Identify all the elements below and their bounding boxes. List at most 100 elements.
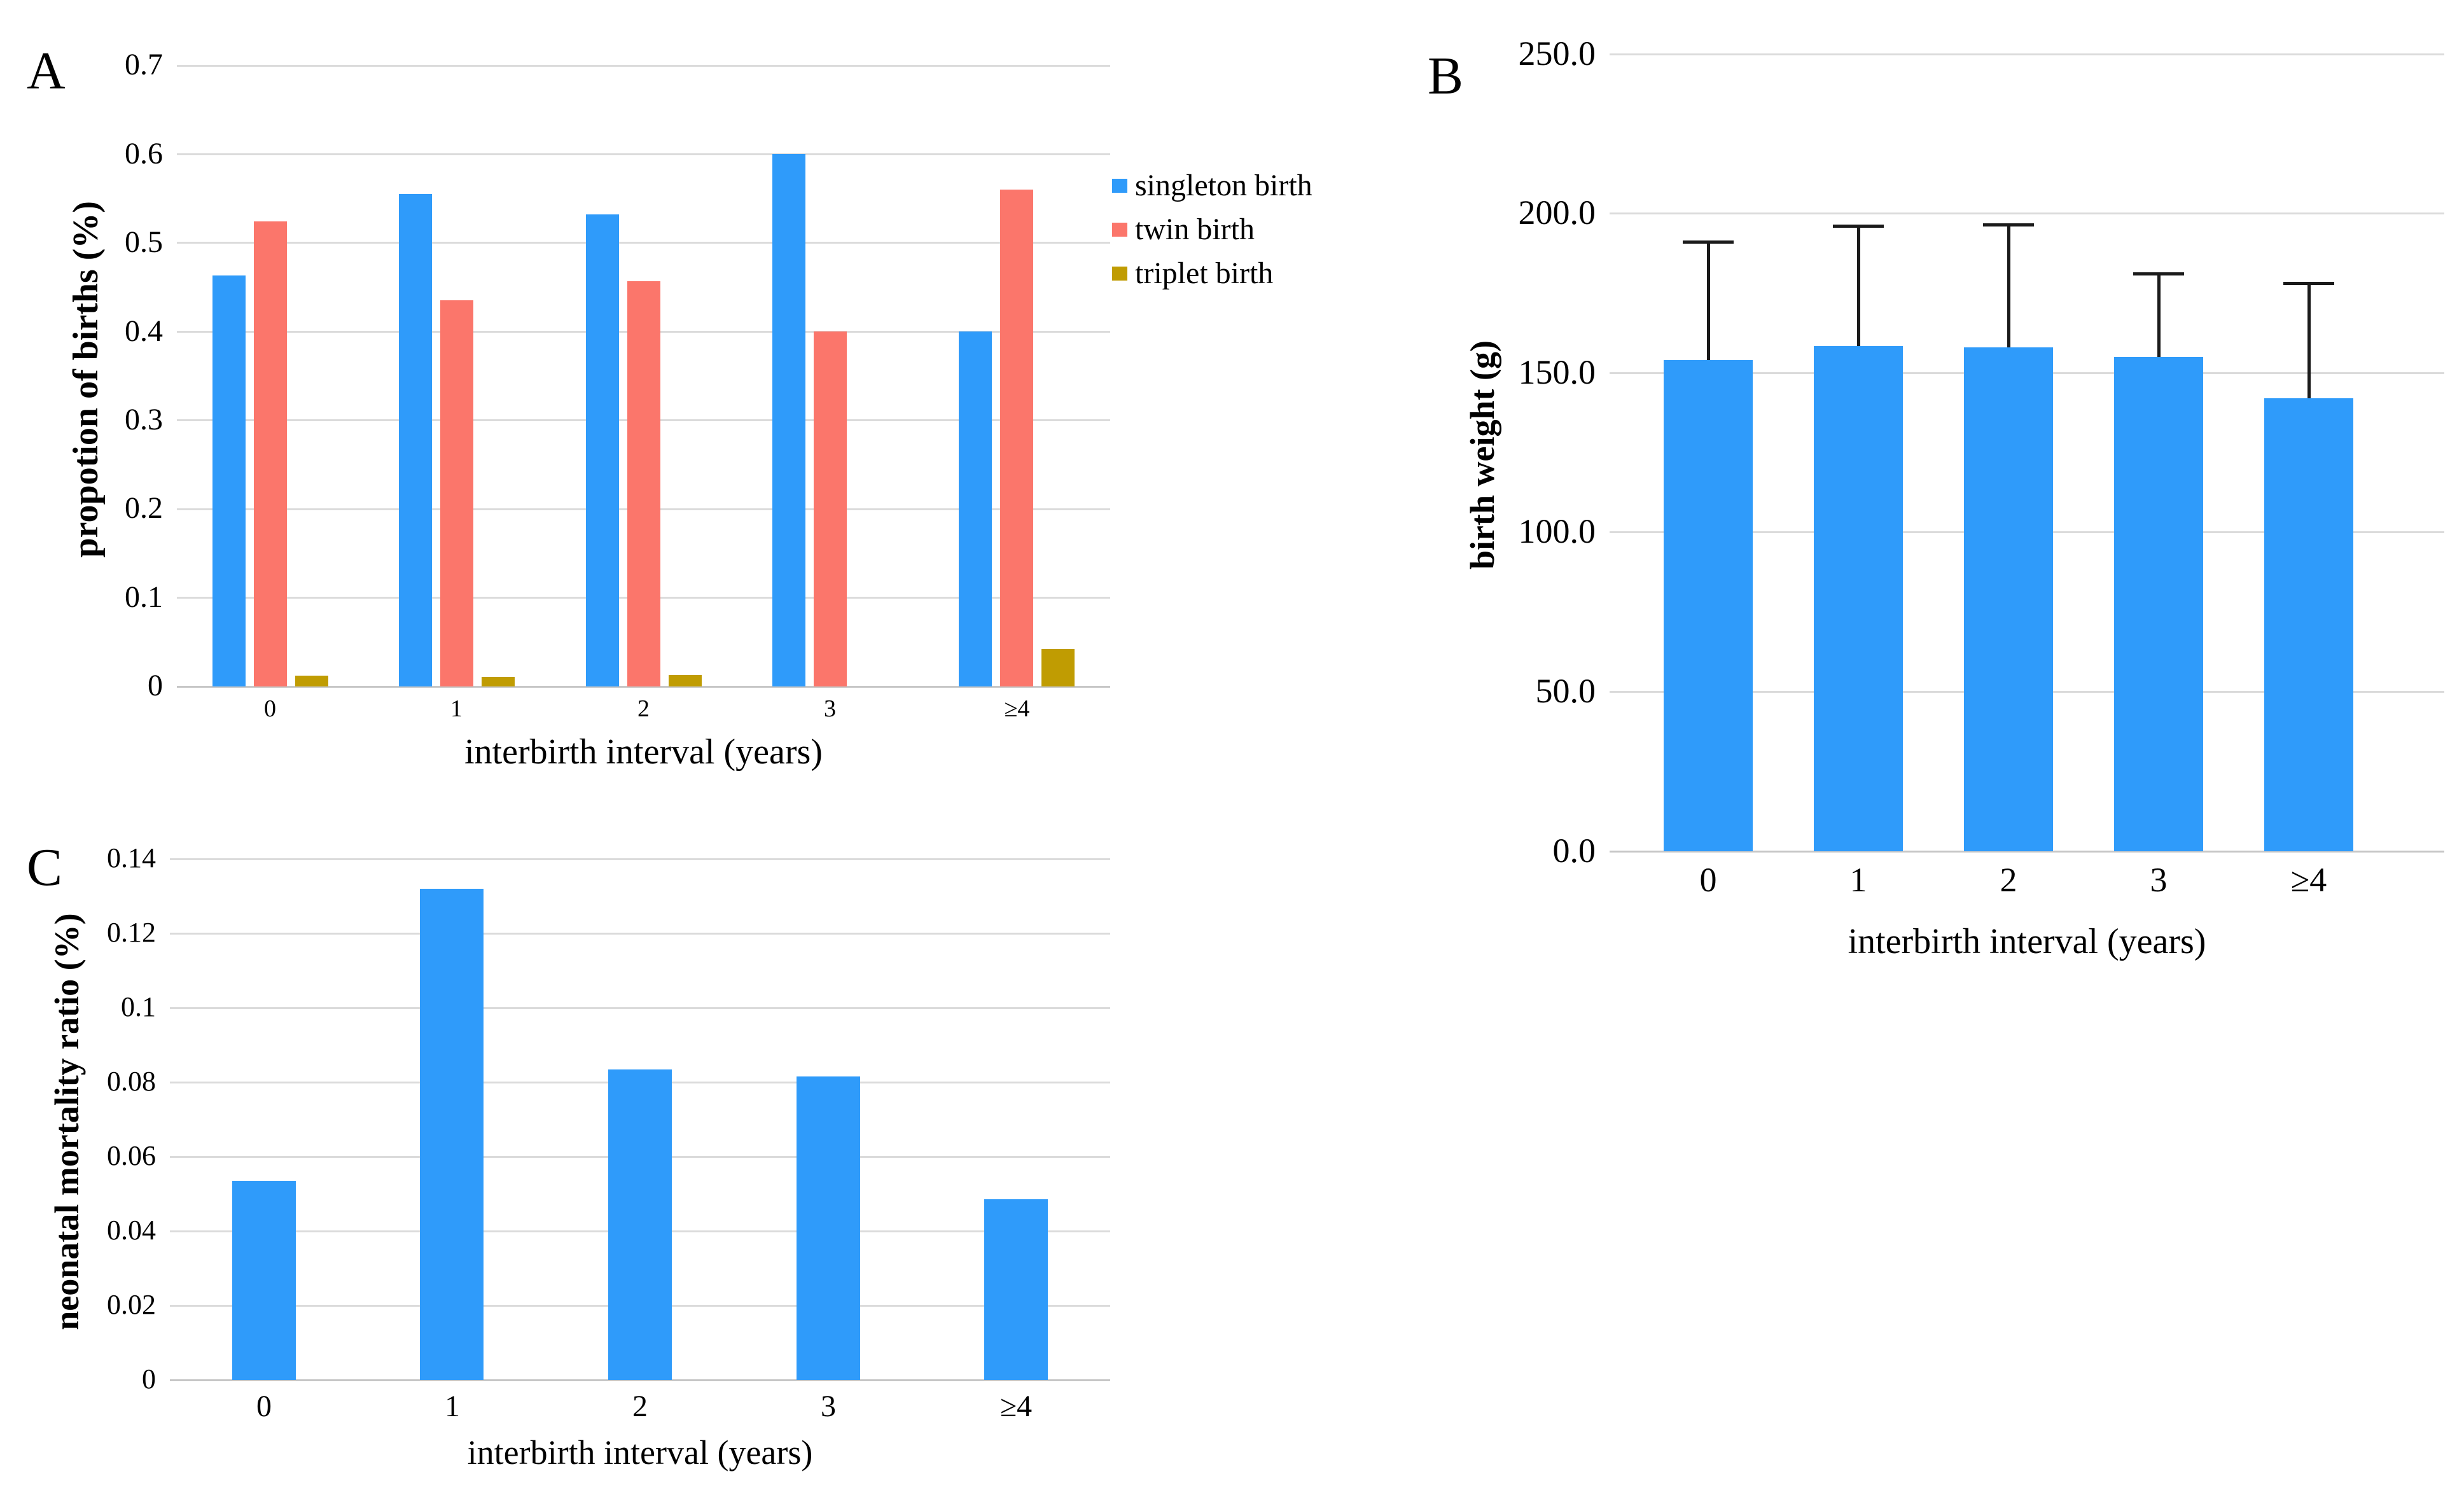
y-tick-label: 0.3 (125, 403, 163, 436)
gridline (177, 153, 1110, 155)
bar-triplet-birth (482, 677, 515, 686)
y-tick-label: 0.1 (125, 580, 163, 614)
y-tick-label: 0.4 (125, 314, 163, 348)
bar-neonatal-mortality-ratio (608, 1069, 672, 1380)
legend-item-twin-birth: twin birth (1112, 214, 1312, 245)
panel-label-b: B (1428, 46, 1464, 106)
x-tick-label: ≥4 (2290, 861, 2327, 899)
y-tick-label: 0.12 (107, 917, 156, 948)
gridline (170, 858, 1110, 860)
x-axis-line (177, 686, 1110, 688)
y-tick-label: 0.2 (125, 491, 163, 525)
panel-label-c: C (27, 838, 63, 897)
x-tick-label: 3 (824, 695, 836, 722)
gridline (177, 65, 1110, 67)
panel-a-x-axis-title: interbirth interval (years) (464, 732, 823, 772)
x-axis-line (1610, 851, 2444, 853)
panel-c-plot-area: 0.14 0.12 0.1 0.08 0.06 0.04 0.02 0 0 1 2 3 ≥4 (107, 842, 1110, 1423)
x-tick-label: 1 (1849, 861, 1867, 899)
x-tick-label: 3 (821, 1389, 836, 1423)
panel-c-y-axis-title: neonatal mortality ratio (%) (47, 913, 86, 1330)
y-tick-label: 0 (148, 669, 163, 702)
bar-neonatal-mortality-ratio (984, 1199, 1048, 1380)
error-bar-line (2157, 274, 2161, 357)
bar-twin-birth (1000, 190, 1033, 686)
bar-twin-birth (627, 281, 660, 686)
gridline (1610, 53, 2444, 55)
x-tick-label: 3 (2150, 861, 2168, 899)
bar-birth-weight (1814, 346, 1903, 851)
bar-triplet-birth (295, 676, 328, 686)
y-tick-label: 0.08 (107, 1066, 156, 1097)
bar-twin-birth (814, 331, 847, 686)
legend-label-twin-birth: twin birth (1135, 212, 1255, 246)
legend-swatch-twin-birth-icon (1112, 223, 1127, 237)
y-tick-label: 0.0 (1552, 832, 1596, 870)
y-tick-label: 0.14 (107, 842, 156, 874)
x-tick-label: 0 (1699, 861, 1717, 899)
x-tick-label: 2 (637, 695, 650, 722)
bar-singleton-birth (586, 214, 619, 686)
bar-neonatal-mortality-ratio (420, 889, 484, 1380)
panel-b-x-axis-title: interbirth interval (years) (1848, 922, 2206, 961)
bar-neonatal-mortality-ratio (797, 1076, 860, 1380)
error-bar-cap (1833, 225, 1884, 228)
panel-b-plot-area: 250.0 200.0 150.0 100.0 50.0 0.0 0 1 2 3 ≥4 (1519, 34, 2444, 899)
bar-twin-birth (440, 300, 473, 686)
error-bar-cap (1683, 240, 1734, 244)
y-tick-label: 0.1 (121, 991, 156, 1022)
y-tick-label: 0.7 (125, 48, 163, 81)
legend-label-singleton-birth: singleton birth (1135, 169, 1312, 202)
legend-item-singleton-birth: singleton birth (1112, 171, 1312, 201)
bar-birth-weight (2264, 398, 2353, 851)
error-bar-line (2007, 225, 2010, 347)
bar-singleton-birth (959, 331, 992, 686)
error-bar-cap (2283, 282, 2334, 285)
legend: singleton birth twin birth triplet birth (1112, 171, 1312, 302)
x-tick-label: 0 (256, 1389, 272, 1423)
x-tick-label: ≥4 (1004, 695, 1030, 722)
x-tick-label: 1 (450, 695, 463, 722)
bar-triplet-birth (669, 675, 702, 686)
panel-label-a: A (27, 41, 66, 101)
legend-item-triplet-birth: triplet birth (1112, 258, 1312, 289)
gridline (177, 242, 1110, 244)
bar-triplet-birth (1041, 649, 1075, 686)
error-bar-line (1707, 242, 1710, 360)
gridline (170, 933, 1110, 935)
bar-birth-weight (1664, 360, 1753, 851)
bar-twin-birth (254, 221, 287, 686)
y-tick-label: 0.04 (107, 1215, 156, 1246)
error-bar-cap (1983, 223, 2034, 226)
x-axis-line (170, 1379, 1110, 1381)
bar-singleton-birth (212, 275, 246, 686)
gridline (1610, 212, 2444, 214)
y-tick-label: 0.5 (125, 225, 163, 259)
y-tick-label: 0 (142, 1363, 156, 1395)
y-tick-label: 100.0 (1518, 512, 1596, 550)
x-tick-label: 0 (264, 695, 276, 722)
panel-a-plot-area: 0.7 0.6 0.5 0.4 0.3 0.2 0.1 0 0 1 2 3 ≥4 (125, 48, 1110, 722)
x-tick-label: 1 (445, 1389, 460, 1423)
bar-singleton-birth (399, 194, 432, 686)
y-tick-label: 0.02 (107, 1289, 156, 1320)
legend-swatch-triplet-birth-icon (1112, 267, 1127, 281)
y-tick-label: 150.0 (1518, 353, 1596, 391)
y-tick-label: 0.06 (107, 1140, 156, 1171)
bar-singleton-birth (772, 154, 805, 686)
error-bar-line (1857, 226, 1860, 346)
x-tick-label: 2 (2000, 861, 2017, 899)
legend-label-triplet-birth: triplet birth (1135, 256, 1274, 290)
y-tick-label: 250.0 (1518, 34, 1596, 73)
error-bar-line (2307, 284, 2311, 398)
panel-c-x-axis-title: interbirth interval (years) (467, 1433, 813, 1472)
error-bar-cap (2133, 272, 2184, 275)
gridline (170, 1007, 1110, 1009)
legend-swatch-singleton-birth-icon (1112, 179, 1127, 193)
x-tick-label: ≥4 (999, 1389, 1033, 1423)
bar-neonatal-mortality-ratio (232, 1181, 296, 1380)
y-tick-label: 50.0 (1535, 672, 1596, 710)
y-tick-label: 0.6 (125, 137, 163, 171)
bar-birth-weight (2114, 357, 2203, 851)
